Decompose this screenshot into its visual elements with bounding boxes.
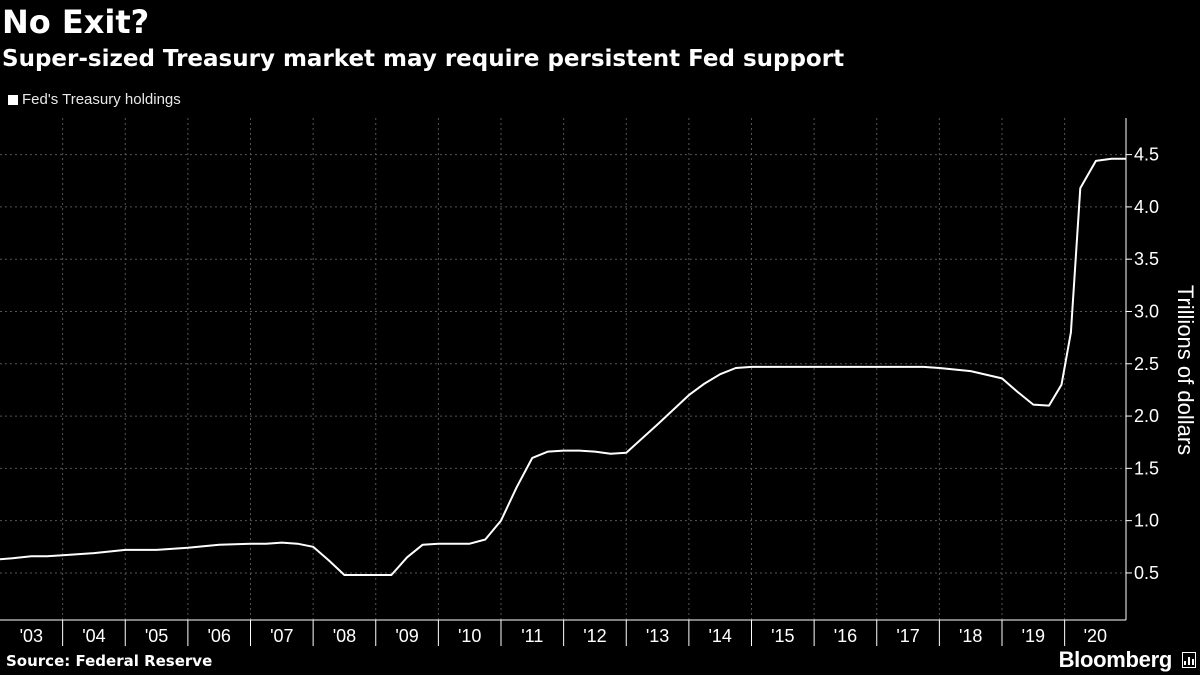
legend-swatch	[8, 94, 18, 105]
y-tick-labels: 0.5 1.0 1.5 2.0 2.5 3.0 3.5 4.0 4.5	[1134, 145, 1159, 583]
y-tick-label: 2.0	[1134, 406, 1159, 426]
x-tick-label: '04	[82, 626, 105, 646]
legend-label: Fed's Treasury holdings	[22, 91, 181, 108]
y-tick-label: 0.5	[1134, 563, 1159, 583]
bloomberg-logo: Bloomberg	[1059, 647, 1196, 673]
x-tick-label: '08	[333, 626, 356, 646]
x-tick-label: '10	[458, 626, 481, 646]
x-tick-label: '06	[207, 626, 230, 646]
chart-title: No Exit?	[2, 3, 150, 41]
bar-chart-icon	[1182, 652, 1196, 668]
x-tick-label: '03	[20, 626, 43, 646]
axes	[0, 118, 1132, 646]
y-tick-label: 3.5	[1134, 249, 1159, 269]
x-tick-label: '19	[1022, 626, 1045, 646]
x-tick-labels: '03 '04 '05 '06 '07 '08 '09 '10 '11 '12 '13 '14 '15 '…	[20, 626, 1107, 646]
y-tick-label: 4.0	[1134, 197, 1159, 217]
x-tick-label: '11	[521, 626, 543, 646]
y-tick-label: 1.5	[1134, 458, 1159, 478]
x-tick-label: '12	[583, 626, 606, 646]
x-tick-label: '14	[708, 626, 731, 646]
x-tick-label: '17	[896, 626, 919, 646]
chart-subtitle: Super-sized Treasury market may require …	[2, 46, 845, 72]
x-tick-label: '13	[646, 626, 669, 646]
x-tick-label: '09	[395, 626, 418, 646]
x-tick-label: '15	[771, 626, 794, 646]
logo-text: Bloomberg	[1058, 647, 1173, 672]
series-layer	[0, 157, 1126, 576]
series-line-treasury-holdings	[0, 157, 1126, 576]
y-axis-label: Trillions of dollars	[1173, 284, 1198, 456]
y-tick-label: 3.0	[1134, 301, 1159, 321]
y-tick-label: 4.5	[1134, 145, 1159, 165]
x-tick-label: '20	[1084, 626, 1107, 646]
x-tick-label: '18	[959, 626, 982, 646]
x-tick-label: '07	[270, 626, 293, 646]
legend: Fed's Treasury holdings	[8, 91, 181, 108]
x-tick-label: '05	[145, 626, 168, 646]
y-tick-label: 1.0	[1134, 511, 1159, 531]
y-tick-label: 2.5	[1134, 354, 1159, 374]
x-tick-label: '16	[834, 626, 857, 646]
source-note: Source: Federal Reserve	[6, 652, 213, 670]
